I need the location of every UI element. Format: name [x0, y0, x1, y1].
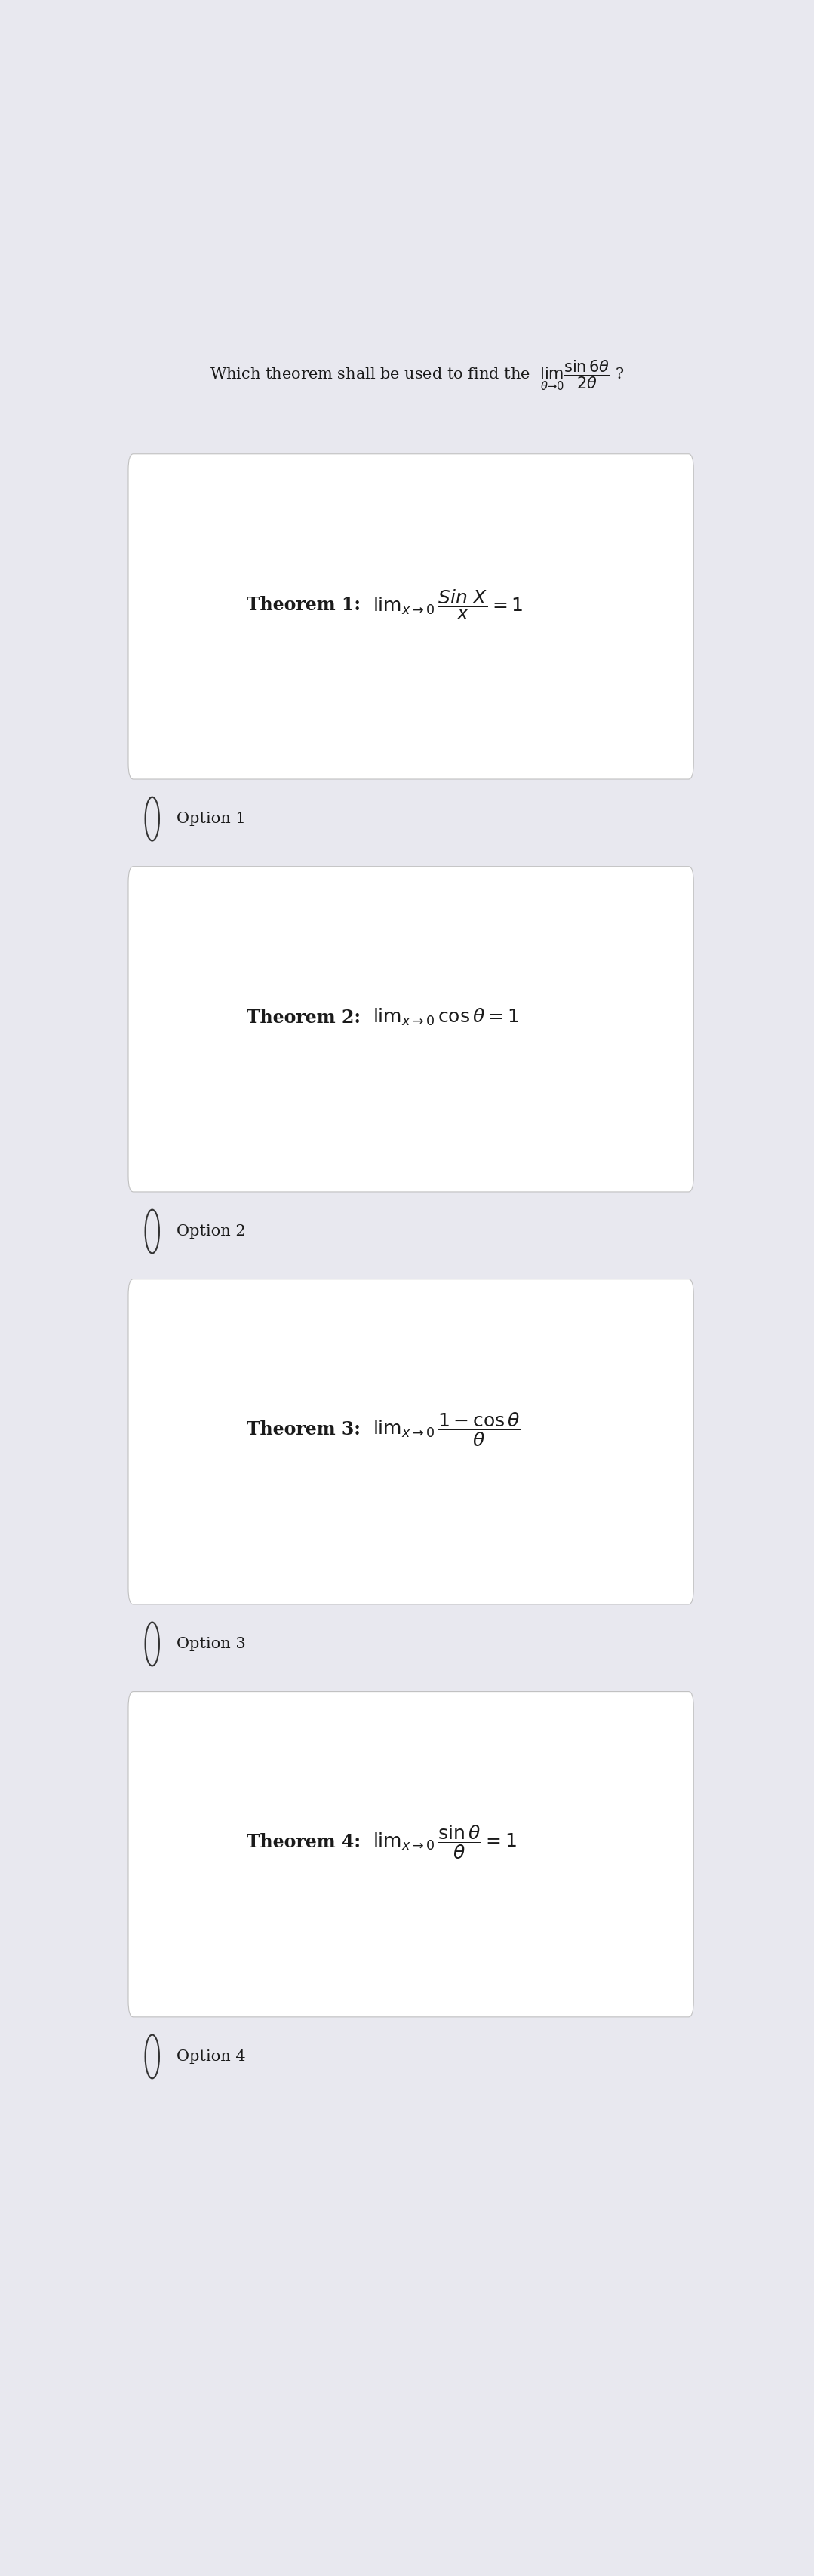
Text: $\mathrm{lim}_{x \to 0}\, \dfrac{\mathit{Sin\ X}}{x} = 1$: $\mathrm{lim}_{x \to 0}\, \dfrac{\mathit…: [373, 587, 523, 621]
Text: Theorem 4:: Theorem 4:: [247, 1834, 361, 1852]
Text: Option 4: Option 4: [176, 2050, 245, 2063]
Text: $\mathrm{lim}_{x \to 0}\, \dfrac{\sin\theta}{\theta} = 1$: $\mathrm{lim}_{x \to 0}\, \dfrac{\sin\th…: [373, 1824, 517, 1862]
Text: Theorem 3:: Theorem 3:: [247, 1422, 361, 1440]
Text: $\mathrm{lim}_{x \to 0}\, \cos\theta = 1$: $\mathrm{lim}_{x \to 0}\, \cos\theta = 1…: [373, 1007, 519, 1028]
FancyBboxPatch shape: [129, 453, 694, 778]
Text: $\mathrm{lim}_{x \to 0}\, \dfrac{1 - \cos\theta}{\theta}$: $\mathrm{lim}_{x \to 0}\, \dfrac{1 - \co…: [373, 1412, 521, 1448]
FancyBboxPatch shape: [129, 1692, 694, 2017]
Text: Which theorem shall be used to find the  $\lim_{\theta \to 0} \dfrac{\sin 6\thet: Which theorem shall be used to find the …: [210, 358, 624, 392]
Text: Theorem 1:: Theorem 1:: [247, 595, 361, 613]
Text: Option 2: Option 2: [176, 1224, 245, 1239]
FancyBboxPatch shape: [129, 1280, 694, 1605]
Text: Option 1: Option 1: [176, 811, 245, 827]
Text: Theorem 2:: Theorem 2:: [247, 1007, 361, 1025]
FancyBboxPatch shape: [129, 866, 694, 1193]
Text: Option 3: Option 3: [176, 1636, 245, 1651]
